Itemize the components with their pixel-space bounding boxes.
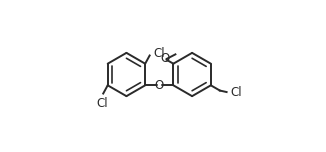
Text: Cl: Cl bbox=[231, 86, 243, 98]
Text: Cl: Cl bbox=[153, 47, 165, 60]
Text: O: O bbox=[160, 52, 170, 65]
Text: Cl: Cl bbox=[96, 97, 108, 110]
Text: O: O bbox=[155, 79, 164, 92]
